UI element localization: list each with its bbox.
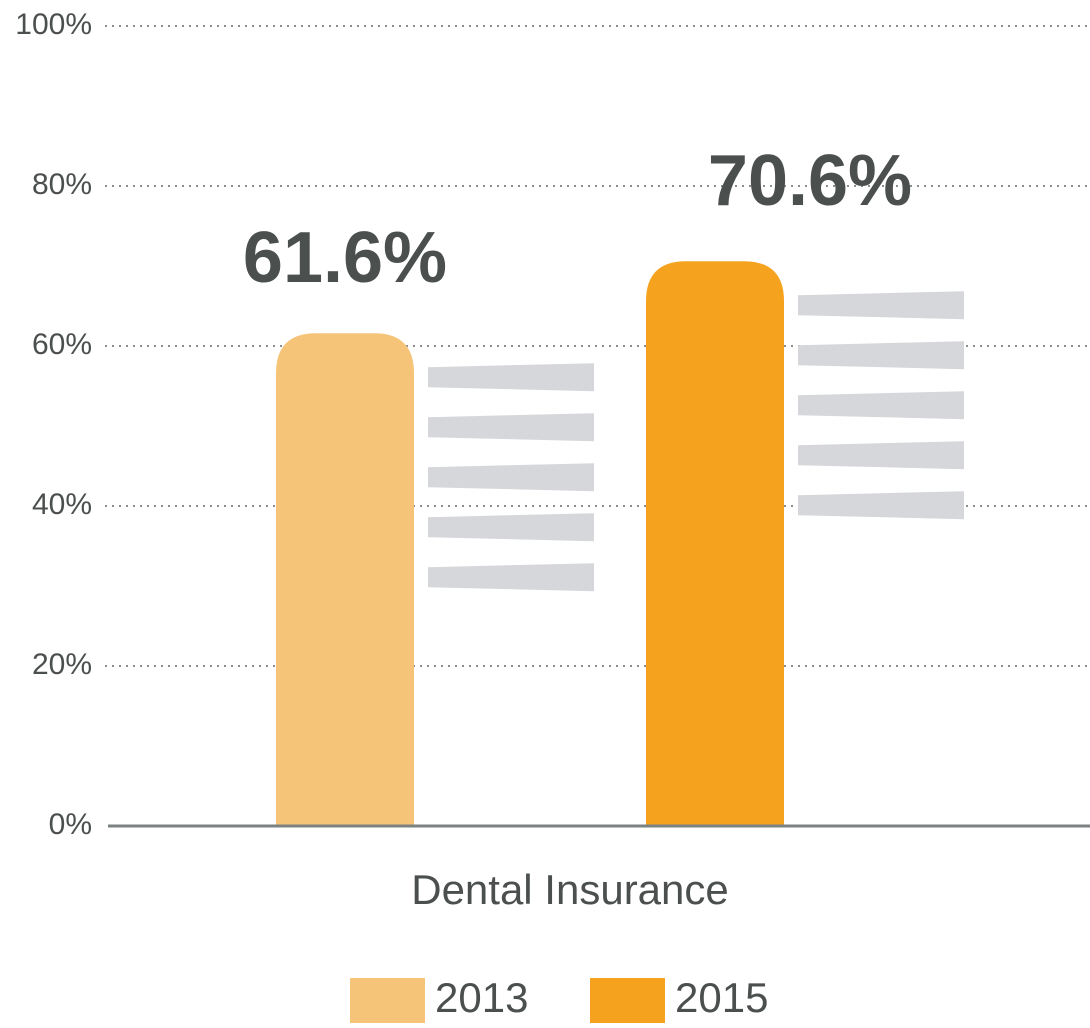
legend-swatch [350, 978, 425, 1023]
bar [646, 261, 784, 826]
bristle [428, 513, 594, 541]
value-label: 61.6% [243, 218, 447, 298]
bristle [798, 391, 964, 419]
bristle [428, 413, 594, 441]
y-tick-label: 100% [15, 8, 92, 41]
y-tick-label: 40% [32, 488, 92, 521]
bristle [798, 341, 964, 369]
bristle [798, 491, 964, 519]
bristle [428, 363, 594, 391]
y-tick-label: 60% [32, 328, 92, 361]
legend-label: 2015 [675, 974, 768, 1021]
y-tick-label: 0% [49, 808, 92, 841]
y-tick-label: 20% [32, 648, 92, 681]
bristle [428, 563, 594, 591]
x-tick-label: Dental Insurance [411, 866, 729, 913]
chart: 0% 20% 40% 60% 80% 100% 61.6% 70.6% Dental Insur… [0, 0, 1090, 1028]
bar [276, 333, 414, 826]
legend-swatch [590, 978, 665, 1023]
bristle [428, 463, 594, 491]
legend-label: 2013 [435, 974, 528, 1021]
bristle [798, 291, 964, 319]
y-tick-label: 80% [32, 168, 92, 201]
bristle [798, 441, 964, 469]
value-label: 70.6% [708, 141, 912, 221]
